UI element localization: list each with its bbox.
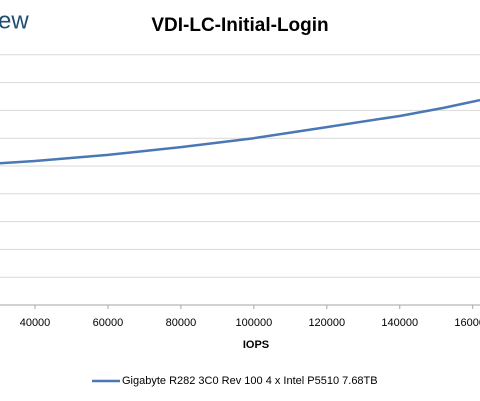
x-tick-label: 60000 [93, 317, 124, 329]
x-tick-label: 120000 [308, 317, 345, 329]
legend-label: Gigabyte R282 3C0 Rev 100 4 x Intel P551… [122, 375, 378, 387]
x-tick-label: 40000 [20, 317, 51, 329]
logo: ew [0, 7, 29, 34]
x-tick-label: 80000 [166, 317, 197, 329]
x-tick-label: 100000 [236, 317, 273, 329]
x-tick-label: 160000 [454, 317, 480, 329]
line [0, 98, 480, 165]
x-tick-label: 140000 [381, 317, 418, 329]
x-axis-label: IOPS [243, 339, 269, 351]
chart-title: VDI-LC-Initial-Login [151, 15, 328, 36]
